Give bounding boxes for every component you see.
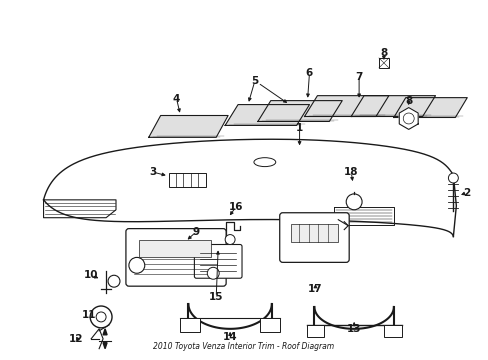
FancyBboxPatch shape <box>126 229 225 286</box>
FancyBboxPatch shape <box>194 244 242 278</box>
Text: 14: 14 <box>223 332 237 342</box>
Text: 13: 13 <box>346 324 361 334</box>
Circle shape <box>224 235 235 244</box>
Polygon shape <box>103 329 107 335</box>
Bar <box>139 239 211 257</box>
Bar <box>180 318 200 332</box>
Circle shape <box>207 267 219 279</box>
Polygon shape <box>399 108 417 129</box>
Text: 12: 12 <box>69 334 83 344</box>
Text: 5: 5 <box>251 76 258 86</box>
Text: 6: 6 <box>305 68 312 78</box>
Circle shape <box>90 306 112 328</box>
Polygon shape <box>224 105 309 125</box>
Text: 16: 16 <box>228 202 243 212</box>
Polygon shape <box>148 116 228 137</box>
Text: 8: 8 <box>380 48 387 58</box>
Text: 15: 15 <box>208 292 223 302</box>
Text: 8: 8 <box>404 96 411 105</box>
Text: 10: 10 <box>84 270 98 280</box>
Text: 1: 1 <box>295 123 303 134</box>
Ellipse shape <box>253 158 275 167</box>
Circle shape <box>447 173 457 183</box>
Polygon shape <box>304 96 388 117</box>
Circle shape <box>129 257 144 273</box>
Text: 7: 7 <box>355 72 362 82</box>
Text: 2010 Toyota Venza Interior Trim - Roof Diagram: 2010 Toyota Venza Interior Trim - Roof D… <box>153 342 334 351</box>
Bar <box>378 58 388 68</box>
Bar <box>259 318 279 332</box>
Circle shape <box>346 194 361 210</box>
FancyBboxPatch shape <box>279 213 348 262</box>
Bar <box>306 325 324 337</box>
Text: 4: 4 <box>172 94 180 104</box>
Circle shape <box>108 275 120 287</box>
Text: 11: 11 <box>82 310 96 320</box>
Bar <box>383 325 401 337</box>
Text: 17: 17 <box>307 284 322 294</box>
Bar <box>290 224 338 242</box>
Polygon shape <box>350 96 435 117</box>
Bar <box>168 173 206 187</box>
Text: 9: 9 <box>192 226 200 237</box>
Polygon shape <box>393 98 467 117</box>
Text: 2: 2 <box>462 188 469 198</box>
Polygon shape <box>257 100 342 121</box>
Text: 3: 3 <box>149 167 156 177</box>
Text: 18: 18 <box>343 167 358 177</box>
Circle shape <box>96 312 106 322</box>
Circle shape <box>403 113 413 124</box>
Polygon shape <box>103 343 107 349</box>
